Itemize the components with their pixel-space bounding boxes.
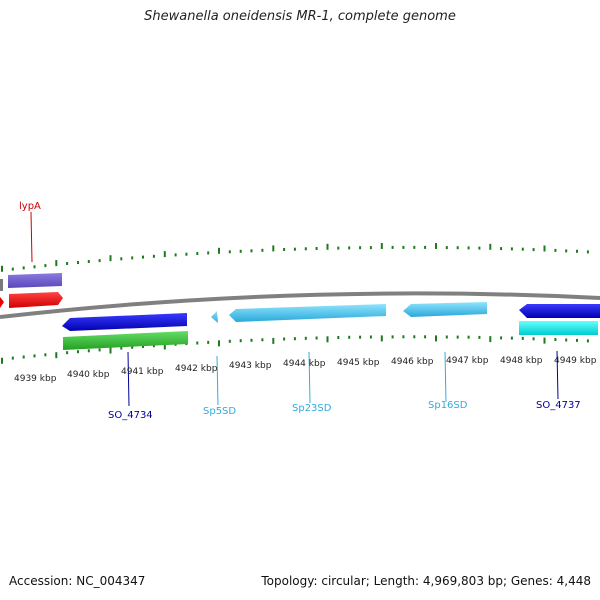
- topology-summary-text: Topology: circular; Length: 4,969,803 bp…: [261, 574, 591, 588]
- kbp-label: 4944 kbp: [283, 359, 326, 369]
- SO_4734-leader-line: [127, 351, 130, 407]
- lower-tick-row: [1, 335, 589, 364]
- feature-purple-gene[interactable]: [8, 273, 62, 288]
- feature-SO_4734-blue-arrow[interactable]: [62, 313, 187, 331]
- kbp-label: 4939 kbp: [14, 374, 57, 384]
- SO_4737-leader-line: [556, 350, 559, 400]
- feature-Sp23SD-arrow[interactable]: [229, 304, 386, 322]
- feature-green-gene[interactable]: [63, 331, 188, 350]
- gene-label-SO_4737[interactable]: SO_4737: [536, 400, 581, 411]
- genome-backbone: [0, 291, 600, 319]
- feature-aqua-gene[interactable]: [519, 321, 598, 335]
- lypA-leader-line: [30, 211, 33, 263]
- gene-label-Sp16SD[interactable]: Sp16SD: [428, 400, 468, 411]
- kbp-label: 4946 kbp: [391, 357, 434, 367]
- kbp-label: 4940 kbp: [67, 370, 110, 380]
- feature-SO_4737-blue-arrow[interactable]: [519, 304, 600, 318]
- gene-label-lypA[interactable]: lypA: [19, 201, 41, 212]
- upper-tick-row: [1, 243, 589, 272]
- Sp5SD-leader-line: [216, 355, 219, 406]
- kbp-label: 4949 kbp: [554, 356, 597, 366]
- kbp-label: 4943 kbp: [229, 361, 272, 371]
- kbp-label: 4942 kbp: [175, 364, 218, 374]
- map-title: Shewanella oneidensis MR-1, complete gen…: [144, 9, 456, 24]
- Sp23SD-leader-line: [308, 351, 311, 404]
- feature-left-edge-gray[interactable]: [0, 279, 3, 291]
- kbp-label: 4945 kbp: [337, 358, 380, 368]
- kbp-label: 4947 kbp: [446, 356, 489, 366]
- Sp16SD-leader-line: [444, 351, 447, 403]
- kbp-label: 4948 kbp: [500, 356, 543, 366]
- kbp-label: 4941 kbp: [121, 367, 164, 377]
- accession-text: Accession: NC_004347: [9, 574, 146, 588]
- gene-label-Sp5SD[interactable]: Sp5SD: [203, 406, 236, 417]
- feature-left-edge-red[interactable]: [0, 297, 4, 308]
- feature-Sp5SD-arrow[interactable]: [211, 311, 218, 323]
- feature-lypA-red-arrow[interactable]: [9, 292, 63, 308]
- gene-label-SO_4734[interactable]: SO_4734: [108, 410, 153, 421]
- feature-Sp16SD-arrow[interactable]: [403, 302, 487, 317]
- gene-label-Sp23SD[interactable]: Sp23SD: [292, 403, 332, 414]
